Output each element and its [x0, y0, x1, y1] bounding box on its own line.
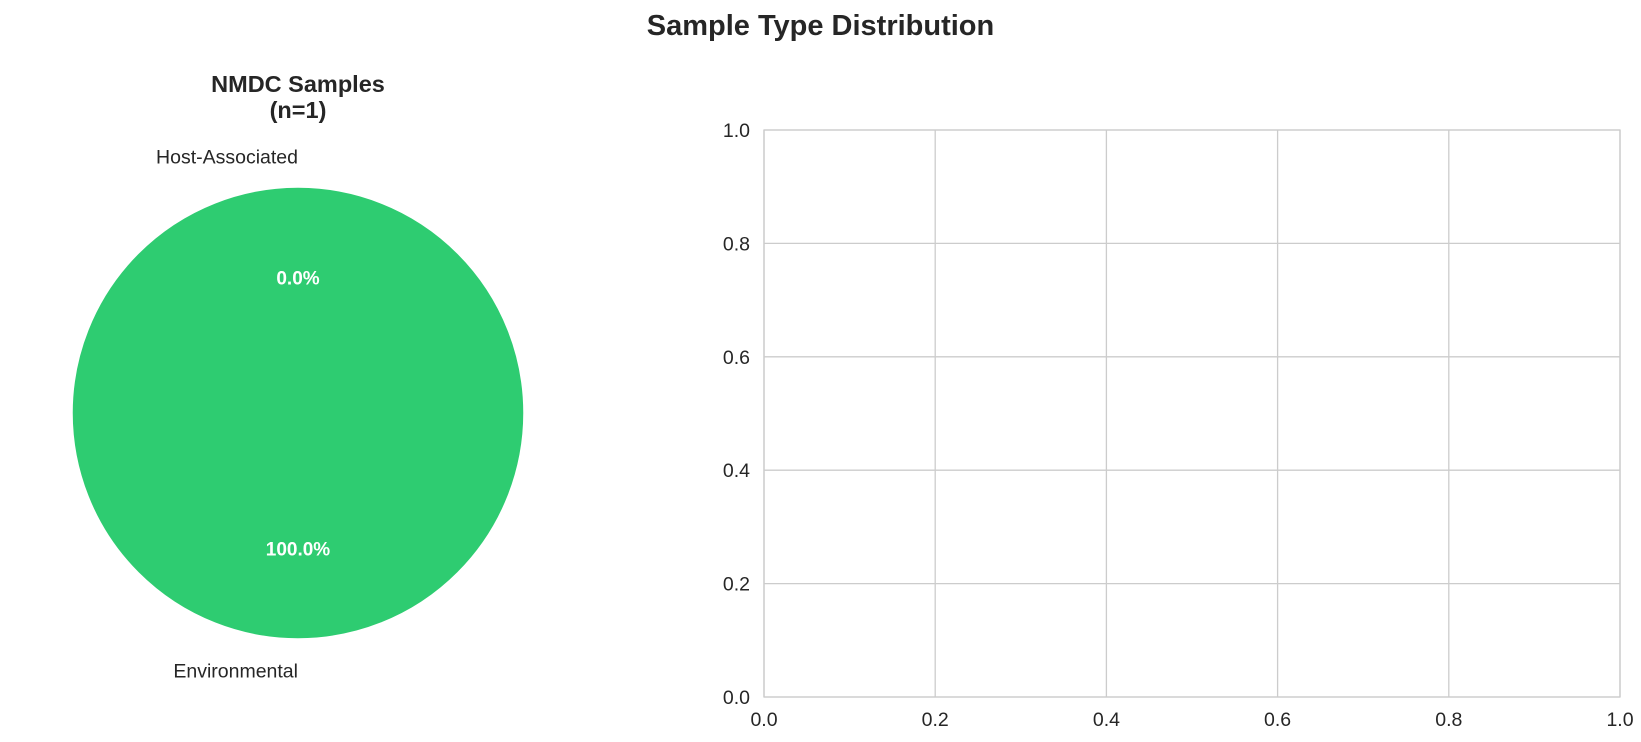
y-axis-tick-labels: 0.0 0.2 0.4 0.6 0.8 1.0 [723, 120, 750, 709]
x-tick-label: 1.0 [1606, 709, 1633, 731]
pie-wedge-environmental [71, 186, 525, 640]
pie-chart-panel: NMDC Samples (n=1) Host-Associated 0.0% Env… [71, 71, 525, 683]
pie-percent-label: 100.0% [266, 540, 331, 561]
pie-percent-label: 0.0% [276, 268, 319, 289]
empty-axes-panel: 0.0 0.2 0.4 0.6 0.8 1.0 0.0 0.2 0.4 0.6 0.8 1.0 [723, 120, 1634, 731]
pie-chart-title: NMDC Samples (n=1) [211, 71, 385, 123]
pie-category-label: Environmental [173, 661, 298, 683]
x-tick-label: 0.0 [750, 709, 777, 731]
y-tick-label: 1.0 [723, 120, 750, 142]
axes-frame [763, 129, 1621, 698]
pie-category-label: Host-Associated [156, 146, 298, 168]
y-tick-label: 0.8 [723, 233, 750, 255]
pie-title-line: (n=1) [270, 97, 327, 123]
x-tick-label: 0.6 [1264, 709, 1291, 731]
figure-title: Sample Type Distribution [646, 10, 995, 42]
x-tick-label: 0.8 [1435, 709, 1462, 731]
pie-labels: Host-Associated 0.0% Environmental 100.0% [156, 146, 330, 682]
grid-lines [763, 129, 1621, 698]
y-tick-label: 0.4 [723, 460, 750, 482]
pie-title-line: NMDC Samples [211, 71, 385, 97]
pie-wedges [71, 186, 525, 640]
y-tick-label: 0.0 [723, 687, 750, 709]
y-tick-label: 0.2 [723, 574, 750, 596]
x-tick-label: 0.2 [922, 709, 949, 731]
x-tick-label: 0.4 [1093, 709, 1120, 731]
y-tick-label: 0.6 [723, 347, 750, 369]
x-axis-tick-labels: 0.0 0.2 0.4 0.6 0.8 1.0 [750, 709, 1633, 731]
